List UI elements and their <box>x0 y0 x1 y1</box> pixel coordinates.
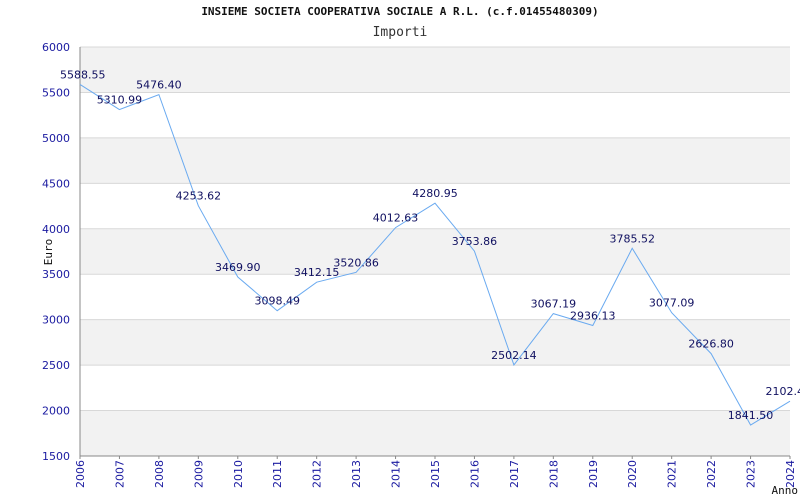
x-tick-label: 2021 <box>666 460 679 488</box>
data-labels: 5588.55 5310.99 5476.40 4253.62 3469.90 3098.… <box>60 68 800 422</box>
chart-title: INSIEME SOCIETA COOPERATIVA SOCIALE A R.… <box>201 5 599 18</box>
band <box>80 319 790 366</box>
x-tick-label: 2012 <box>311 460 324 488</box>
data-label: 3077.09 <box>649 297 695 310</box>
data-label: 2626.80 <box>688 338 734 351</box>
data-label: 5310.99 <box>97 94 143 107</box>
x-tick-label: 2007 <box>113 460 126 488</box>
axes <box>79 47 791 459</box>
y-tick-label: 2500 <box>42 359 70 372</box>
y-tick-labels: 1500 2000 2500 3000 3500 4000 4500 5000 5500 6000 <box>42 41 70 463</box>
data-label: 4012.63 <box>373 212 419 225</box>
background-bands <box>80 47 790 456</box>
x-tick-label: 2022 <box>705 460 718 488</box>
gridlines <box>80 46 790 457</box>
data-label: 3520.86 <box>333 256 379 269</box>
band <box>80 228 790 275</box>
y-tick-label: 4000 <box>42 223 70 236</box>
x-tick-label: 2011 <box>271 460 284 488</box>
y-tick-label: 3000 <box>42 314 70 327</box>
x-tick-label: 2016 <box>468 460 481 488</box>
data-label: 5588.55 <box>60 68 106 81</box>
y-tick-label: 5500 <box>42 86 70 99</box>
data-label: 3753.86 <box>452 235 498 248</box>
x-tick-label: 2006 <box>74 460 87 488</box>
data-label: 3785.52 <box>609 232 655 245</box>
x-tick-label: 2020 <box>626 460 639 488</box>
x-tick-label: 2017 <box>508 460 521 488</box>
band <box>80 410 790 456</box>
y-tick-label: 3500 <box>42 268 70 281</box>
data-label: 1841.50 <box>728 409 774 422</box>
band <box>80 47 790 93</box>
data-label: 2502.14 <box>491 349 537 362</box>
data-label: 3067.19 <box>531 298 577 311</box>
x-tick-label: 2019 <box>587 460 600 488</box>
y-tick-label: 6000 <box>42 41 70 54</box>
x-tick-label: 2009 <box>192 460 205 488</box>
x-tick-label: 2008 <box>153 460 166 488</box>
data-label: 2102.4 <box>766 385 800 398</box>
data-label: 3469.90 <box>215 261 261 274</box>
y-tick-label: 5000 <box>42 132 70 145</box>
data-label: 5476.40 <box>136 79 182 92</box>
data-label: 3098.49 <box>254 295 300 308</box>
chart-subtitle: Importi <box>372 25 428 40</box>
y-axis-label: Euro <box>42 239 55 266</box>
data-label: 3412.15 <box>294 266 340 279</box>
series-line <box>79 83 791 426</box>
y-tick-label: 4500 <box>42 177 70 190</box>
data-label: 4253.62 <box>176 190 222 203</box>
data-label: 2936.13 <box>570 309 616 322</box>
x-tick-label: 2014 <box>390 460 403 488</box>
x-tick-label: 2013 <box>350 460 363 488</box>
x-tick-label: 2023 <box>745 460 758 488</box>
x-tick-label: 2018 <box>547 460 560 488</box>
x-tick-labels: 2006 2007 2008 2009 2010 2011 2012 2013 2014 2015… <box>74 460 797 488</box>
x-axis-label: Anno <box>772 484 799 497</box>
y-tick-label: 1500 <box>42 450 70 463</box>
x-tick-label: 2015 <box>429 460 442 488</box>
x-tick-label: 2010 <box>232 460 245 488</box>
band <box>80 137 790 184</box>
data-label: 4280.95 <box>412 187 458 200</box>
x-tick-label: 2024 <box>784 460 797 488</box>
y-tick-label: 2000 <box>42 405 70 418</box>
